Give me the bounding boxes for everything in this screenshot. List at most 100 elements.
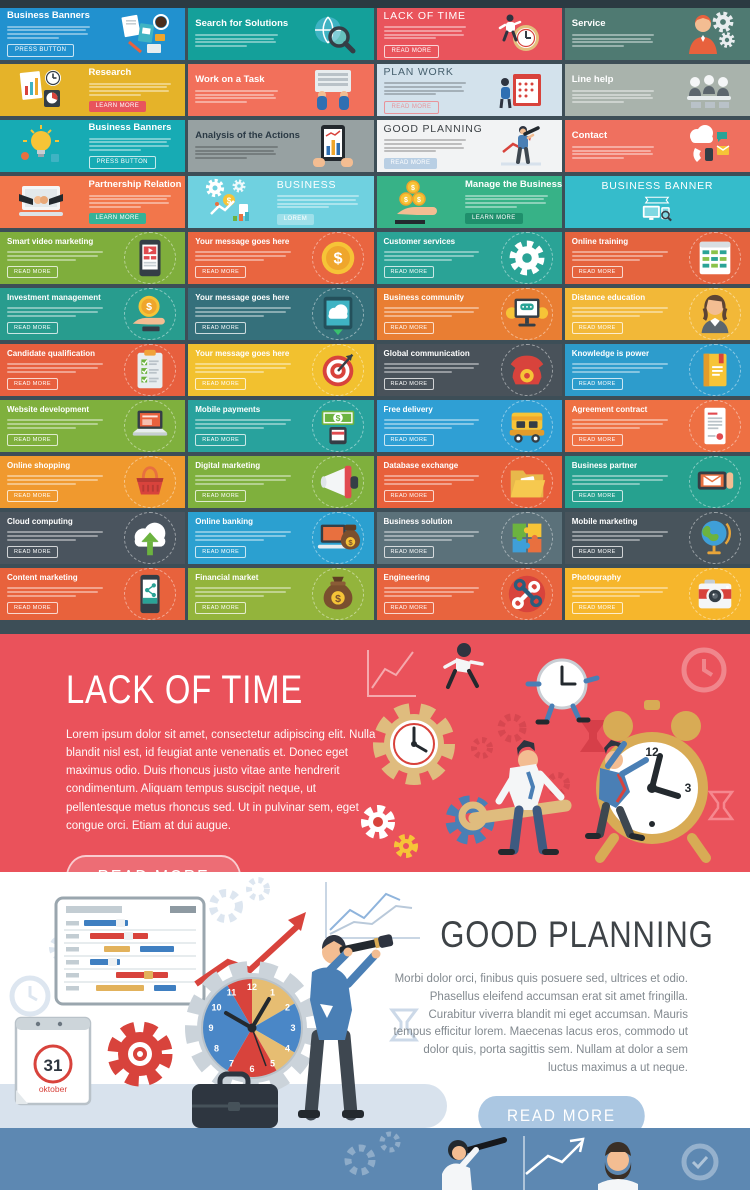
banner-tile-title: Your message goes here — [195, 237, 290, 247]
banner-tile-search-for-solutions[interactable]: Search for Solutions — [188, 8, 374, 60]
lorem-button[interactable]: LOREM — [276, 213, 315, 225]
banner-tile-customer-services[interactable]: Customer services READ MORE — [376, 232, 562, 284]
banner-tile-title: Knowledge is power — [571, 349, 650, 359]
banner-tile-global-communication[interactable]: Global communication READ MORE — [376, 344, 562, 396]
banner-tile-text: Business Banners PRESS BUTTON — [0, 8, 104, 60]
banner-tile-free-delivery[interactable]: Free delivery READ MORE — [376, 400, 562, 452]
placeholder-text-lines — [383, 138, 474, 154]
read-more-button[interactable]: READ MORE — [7, 545, 58, 558]
read-more-button[interactable]: READ MORE — [383, 265, 435, 278]
read-more-button[interactable]: READ MORE — [195, 601, 247, 614]
read-more-button[interactable]: READ MORE — [383, 321, 435, 334]
learn-more-button[interactable]: LEARN MORE — [88, 212, 147, 224]
banner-tile-business-banners[interactable]: Business Banners PRESS BUTTON — [0, 8, 186, 60]
read-more-button[interactable]: READ MORE — [383, 377, 435, 390]
banner-tile-cloud-computing[interactable]: Cloud computing READ MORE — [0, 512, 186, 564]
learn-more-button[interactable]: LEARN MORE — [88, 100, 147, 112]
banner-tile-business-partner[interactable]: Business partner READ MORE — [564, 456, 750, 508]
banner-tile-photography[interactable]: Photography READ MORE — [564, 568, 750, 620]
read-more-button[interactable]: READ MORE — [571, 265, 623, 278]
banner-tile-content-marketing[interactable]: Content marketing READ MORE — [0, 568, 186, 620]
placeholder-text-lines — [571, 586, 673, 599]
banner-tile-database-exchange[interactable]: Database exchange READ MORE — [376, 456, 562, 508]
banner-tile-financial-market[interactable]: Financial market READ MORE $ — [188, 568, 374, 620]
banner-tile-candidate-qualification[interactable]: Candidate qualification READ MORE — [0, 344, 186, 396]
banner-tile-manage-the-business[interactable]: $ $ $ Manage the Business LEARN MORE — [376, 176, 562, 228]
press-button-button[interactable]: PRESS BUTTON — [88, 155, 156, 169]
read-more-button[interactable]: READ MORE — [66, 854, 242, 872]
banner-tile-title: Distance education — [571, 293, 646, 303]
banner-tile-analysis-of-the-actions[interactable]: Analysis of the Actions — [188, 120, 374, 172]
read-more-button[interactable]: READ MORE — [478, 1095, 645, 1128]
placeholder-text-lines — [383, 362, 485, 375]
banner-tile-distance-education[interactable]: Distance education READ MORE — [564, 288, 750, 340]
banner-tile-partnership-relation[interactable]: Partnership Relation LEARN MORE — [0, 176, 186, 228]
read-more-button[interactable]: READ MORE — [571, 489, 623, 502]
read-more-button[interactable]: READ MORE — [383, 157, 438, 169]
banner-tile-engineering[interactable]: Engineering READ MORE — [376, 568, 562, 620]
read-more-button[interactable]: READ MORE — [383, 100, 440, 114]
banner-tile-business-solution[interactable]: Business solution READ MORE — [376, 512, 562, 564]
read-more-button[interactable]: READ MORE — [7, 377, 58, 390]
banner-tile-online-shopping[interactable]: Online shopping READ MORE — [0, 456, 186, 508]
read-more-button[interactable]: READ MORE — [383, 433, 435, 446]
banner-tile-digital-marketing[interactable]: Digital marketing READ MORE — [188, 456, 374, 508]
read-more-button[interactable]: READ MORE — [7, 601, 58, 614]
banner-tile-service[interactable]: Service — [564, 8, 750, 60]
read-more-button[interactable]: READ MORE — [195, 433, 247, 446]
banner-tile-website-development[interactable]: Website development READ MORE — [0, 400, 186, 452]
banner-tile-business-banner[interactable]: BUSINESS BANNER — [564, 176, 750, 228]
banner-tile-agreement-contract[interactable]: Agreement contract READ MORE — [564, 400, 750, 452]
banner-tile-plan-work[interactable]: PLAN WORK READ MORE — [376, 64, 562, 116]
banner-tile-business-banners[interactable]: Business Banners PRESS BUTTON — [0, 120, 186, 172]
banner-tile-online-training[interactable]: Online training READ MORE — [564, 232, 750, 284]
read-more-button[interactable]: READ MORE — [195, 545, 247, 558]
banner-tile-title: Agreement contract — [571, 405, 648, 415]
svg-text:12: 12 — [645, 745, 659, 759]
read-more-button[interactable]: READ MORE — [571, 321, 623, 334]
read-more-button[interactable]: READ MORE — [195, 377, 247, 390]
placeholder-text-lines — [571, 250, 673, 263]
learn-more-button[interactable]: LEARN MORE — [465, 212, 523, 224]
placeholder-text-lines — [383, 306, 485, 319]
banner-tile-business[interactable]: $ BUSINESS LOREM — [188, 176, 374, 228]
telephone-icon — [491, 344, 561, 396]
read-more-button[interactable]: READ MORE — [383, 489, 435, 502]
read-more-button[interactable]: READ MORE — [7, 321, 58, 334]
read-more-button[interactable]: READ MORE — [7, 265, 58, 278]
banner-tile-mobile-marketing[interactable]: Mobile marketing READ MORE — [564, 512, 750, 564]
banner-tile-business-community[interactable]: Business community READ MORE — [376, 288, 562, 340]
banner-tile-online-banking[interactable]: Online banking READ MORE $ — [188, 512, 374, 564]
banner-tile-your-message-goes-here[interactable]: Your message goes here READ MORE — [188, 288, 374, 340]
banner-tile-your-message-goes-here[interactable]: Your message goes here READ MORE $ — [188, 232, 374, 284]
banner-tile-lack-of-time[interactable]: LACK OF TIME READ MORE — [376, 8, 562, 60]
bearded-man-silhouette — [598, 1142, 638, 1190]
banner-tile-text: PLAN WORK READ MORE — [377, 64, 481, 116]
banner-tile-line-help[interactable]: Line help — [564, 64, 750, 116]
banner-tile-work-on-a-task[interactable]: Work on a Task — [188, 64, 374, 116]
read-more-button[interactable]: READ MORE — [7, 489, 58, 502]
press-button-button[interactable]: PRESS BUTTON — [7, 43, 75, 57]
read-more-button[interactable]: READ MORE — [195, 321, 247, 334]
read-more-button[interactable]: READ MORE — [7, 433, 58, 446]
read-more-button[interactable]: READ MORE — [571, 545, 623, 558]
read-more-button[interactable]: READ MORE — [383, 545, 435, 558]
banner-tile-good-planning[interactable]: GOOD PLANNING READ MORE — [376, 120, 562, 172]
helpdesk-people-icon — [669, 64, 750, 116]
banner-tile-knowledge-is-power[interactable]: Knowledge is power READ MORE — [564, 344, 750, 396]
banner-tile-your-message-goes-here[interactable]: Your message goes here READ MORE — [188, 344, 374, 396]
read-more-button[interactable]: READ MORE — [571, 601, 623, 614]
read-more-button[interactable]: READ MORE — [383, 44, 440, 58]
read-more-button[interactable]: READ MORE — [195, 489, 247, 502]
read-more-button[interactable]: READ MORE — [571, 433, 623, 446]
banner-tile-research[interactable]: Research LEARN MORE — [0, 64, 186, 116]
read-more-button[interactable]: READ MORE — [195, 265, 247, 278]
banner-tile-investment-management[interactable]: Investment management READ MORE $ — [0, 288, 186, 340]
banner-tile-smart-video-marketing[interactable]: Smart video marketing READ MORE — [0, 232, 186, 284]
banner-tile-mobile-payments[interactable]: Mobile payments READ MORE $ — [188, 400, 374, 452]
banner-tile-text: Agreement contract READ MORE — [565, 400, 680, 452]
read-more-button[interactable]: READ MORE — [571, 377, 623, 390]
read-more-button[interactable]: READ MORE — [383, 601, 435, 614]
banner-tile-contact[interactable]: Contact — [564, 120, 750, 172]
